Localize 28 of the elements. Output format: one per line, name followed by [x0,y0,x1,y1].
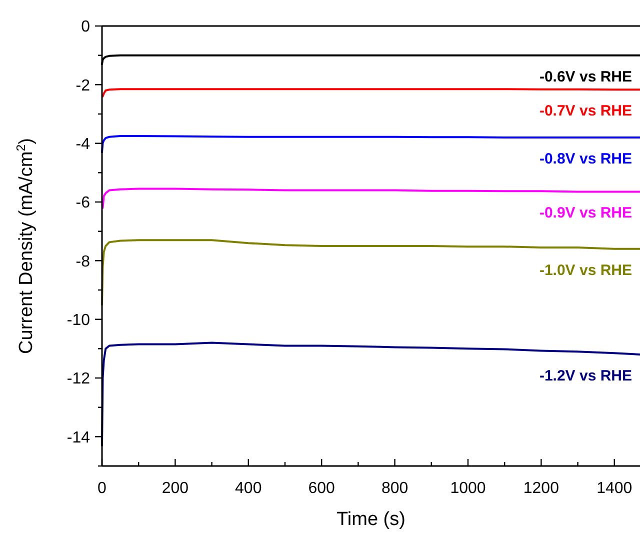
y-tick-label: -14 [66,429,90,446]
series-label: -0.9V vs RHE [539,204,632,222]
series-label: -0.7V vs RHE [539,102,632,120]
x-tick-label: 600 [308,480,336,497]
x-tick-label: 0 [98,480,107,497]
x-tick-label: 200 [162,480,189,497]
series-label: -0.8V vs RHE [539,150,632,168]
x-axis-title: Time (s) [336,509,406,530]
y-tick-label: -10 [66,312,90,329]
y-tick-label: -2 [76,77,90,94]
x-tick-label: 400 [235,480,262,497]
series-label: -0.6V vs RHE [539,68,632,86]
x-tick-label: 1400 [596,480,632,497]
y-tick-label: -6 [76,194,90,212]
series-label: -1.2V vs RHE [539,368,632,385]
x-tick-label: 1200 [523,480,560,497]
y-tick-label: 0 [81,18,90,36]
series-label: -1.0V vs RHE [539,262,632,279]
y-tick-label: -12 [66,370,90,388]
x-tick-label: 1000 [450,480,486,497]
y-tick-label: -4 [76,136,90,153]
line-series [101,135,640,154]
line-series [101,342,640,446]
line-series [102,88,640,98]
y-tick-label: -8 [76,253,90,270]
x-tick-label: 800 [381,480,408,497]
line-series [102,188,640,209]
line-series [101,239,640,306]
